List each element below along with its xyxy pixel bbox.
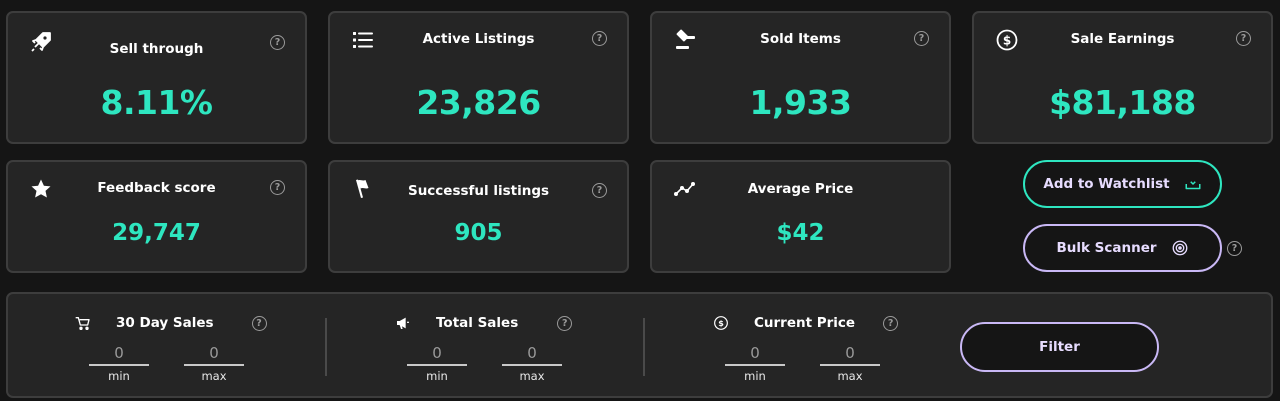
- add-to-watchlist-button[interactable]: Add to Watchlist: [1023, 160, 1222, 208]
- trend-line-icon: [672, 176, 698, 202]
- list-icon: [350, 27, 376, 53]
- filter-group-current-price: $ Current Price ? min max: [644, 294, 962, 396]
- stat-card-average-price: Average Price $42: [650, 160, 951, 273]
- min-input[interactable]: [407, 342, 467, 366]
- stat-card-feedback-score: Feedback score ? 29,747: [6, 160, 307, 273]
- min-label: min: [426, 369, 448, 383]
- stat-value: 1,933: [749, 83, 852, 122]
- min-input[interactable]: [725, 342, 785, 366]
- flag-icon: [350, 176, 376, 202]
- stat-title: Sell through: [109, 41, 204, 57]
- max-label: max: [201, 369, 227, 383]
- stat-value: 8.11%: [100, 83, 214, 122]
- help-icon[interactable]: ?: [592, 31, 607, 46]
- filter-group-total-sales: Total Sales ? min max: [326, 294, 644, 396]
- cart-icon: [74, 314, 92, 332]
- help-icon[interactable]: ?: [1236, 31, 1251, 46]
- help-icon[interactable]: ?: [592, 183, 607, 198]
- stat-card-sale-earnings: $ Sale Earnings ? $81,188: [972, 11, 1273, 144]
- stat-title: Feedback score: [97, 180, 216, 196]
- add-to-watchlist-label: Add to Watchlist: [1043, 176, 1170, 192]
- stat-title: Sale Earnings: [1070, 31, 1175, 47]
- filter-bar: 30 Day Sales ? min max Total Sales ?: [6, 292, 1273, 398]
- target-icon: [1171, 239, 1189, 257]
- help-icon[interactable]: ?: [270, 180, 285, 195]
- stat-card-active-listings: Active Listings ? 23,826: [328, 11, 629, 144]
- stat-card-sell-through: Sell through ? 8.11%: [6, 11, 307, 144]
- megaphone-icon: [394, 314, 412, 332]
- filter-label: Current Price: [754, 315, 856, 331]
- svg-text:$: $: [1003, 34, 1011, 48]
- max-label: max: [519, 369, 545, 383]
- stat-value: $42: [776, 220, 825, 246]
- divider: [643, 318, 645, 376]
- stat-value: 29,747: [112, 220, 201, 246]
- help-icon[interactable]: ?: [883, 315, 899, 331]
- stat-card-successful-listings: Successful listings ? 905: [328, 160, 629, 273]
- stat-value: $81,188: [1049, 83, 1196, 122]
- max-input[interactable]: [502, 342, 562, 366]
- star-icon: [28, 176, 54, 202]
- help-icon[interactable]: ?: [251, 315, 267, 331]
- stat-title: Active Listings: [422, 31, 535, 47]
- filter-label: Total Sales: [436, 315, 519, 331]
- max-input[interactable]: [820, 342, 880, 366]
- dollar-circle-icon: $: [994, 27, 1020, 53]
- stat-title: Successful listings: [407, 183, 550, 199]
- max-label: max: [837, 369, 863, 383]
- stat-title: Average Price: [747, 181, 854, 197]
- max-input[interactable]: [184, 342, 244, 366]
- help-icon[interactable]: ?: [557, 315, 573, 331]
- filter-label: 30 Day Sales: [116, 315, 214, 331]
- rocket-icon: [28, 29, 54, 55]
- filter-group-30-day-sales: 30 Day Sales ? min max: [8, 294, 326, 396]
- gavel-icon: [672, 27, 698, 53]
- min-input[interactable]: [89, 342, 149, 366]
- bulk-scanner-button[interactable]: Bulk Scanner: [1023, 224, 1222, 272]
- stat-title: Sold Items: [760, 31, 841, 47]
- svg-text:$: $: [718, 319, 724, 328]
- filter-button[interactable]: Filter: [960, 322, 1159, 372]
- bulk-scanner-help-icon[interactable]: ?: [1227, 241, 1242, 256]
- stat-card-sold-items: Sold Items ? 1,933: [650, 11, 951, 144]
- divider: [325, 318, 327, 376]
- stat-value: 905: [454, 220, 503, 246]
- tray-download-icon: [1184, 175, 1202, 193]
- filter-button-label: Filter: [1039, 339, 1080, 355]
- help-icon[interactable]: ?: [914, 31, 929, 46]
- min-label: min: [744, 369, 766, 383]
- stat-value: 23,826: [416, 83, 541, 122]
- min-label: min: [108, 369, 130, 383]
- help-icon[interactable]: ?: [270, 35, 285, 50]
- bulk-scanner-label: Bulk Scanner: [1056, 240, 1157, 256]
- dollar-circle-icon: $: [712, 314, 730, 332]
